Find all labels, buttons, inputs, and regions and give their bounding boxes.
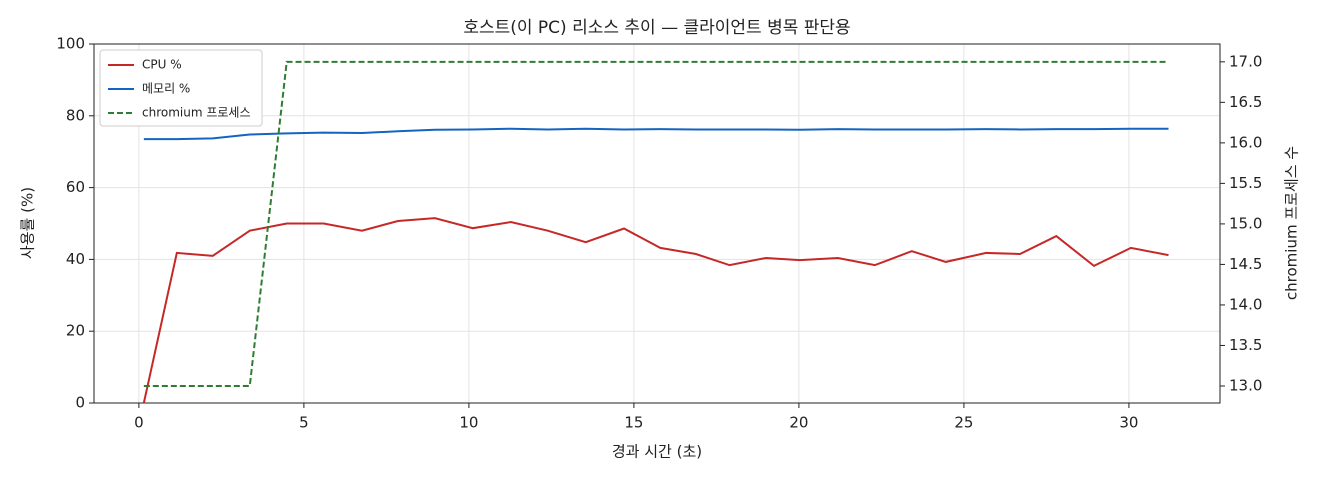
y2-tick-label: 15.0 [1229,214,1262,232]
y-tick-label: 100 [56,35,85,53]
y2-tick-label: 13.5 [1229,336,1262,354]
legend: CPU % 메모리 % chromium 프로세스 [99,49,263,127]
y2-tick-label: 13.0 [1229,376,1262,394]
y-tick-label: 80 [66,106,85,124]
x-tick-label: 30 [1119,414,1138,432]
legend-label: CPU % [142,58,182,72]
series-line [143,127,1169,141]
y2-axis-label: chromium 프로세스 수 [1283,146,1301,300]
y2-tick-label: 16.5 [1229,93,1262,111]
x-tick-label: 5 [299,414,309,432]
legend-label: 메모리 % [142,82,190,96]
y-tick-label: 20 [66,322,85,340]
x-axis-label: 경과 시간 (초) [612,443,702,461]
plot-frame [93,43,1221,404]
series-line [143,60,1169,387]
x-tick-label: 10 [459,414,478,432]
y-axis-label: 사용률 (%) [19,187,37,259]
y-tick-label: 0 [75,394,85,412]
y2-tick-label: 15.5 [1229,174,1262,192]
y2-tick-label: 17.0 [1229,52,1262,70]
x-tick-label: 25 [954,414,973,432]
y-tick-label: 40 [66,250,85,268]
x-tick-label: 20 [789,414,808,432]
series-line [142,217,1169,404]
y2-tick-label: 16.0 [1229,133,1262,151]
x-tick-label: 15 [624,414,643,432]
legend-box [99,49,263,127]
y-tick-label: 60 [66,178,85,196]
chart-title: 호스트(이 PC) 리소스 추이 — 클라이언트 병목 판단용 [463,18,850,38]
x-tick-label: 0 [134,414,144,432]
y2-tick-label: 14.5 [1229,255,1262,273]
y2-tick-label: 14.0 [1229,295,1262,313]
legend-label: chromium 프로세스 [142,106,251,120]
